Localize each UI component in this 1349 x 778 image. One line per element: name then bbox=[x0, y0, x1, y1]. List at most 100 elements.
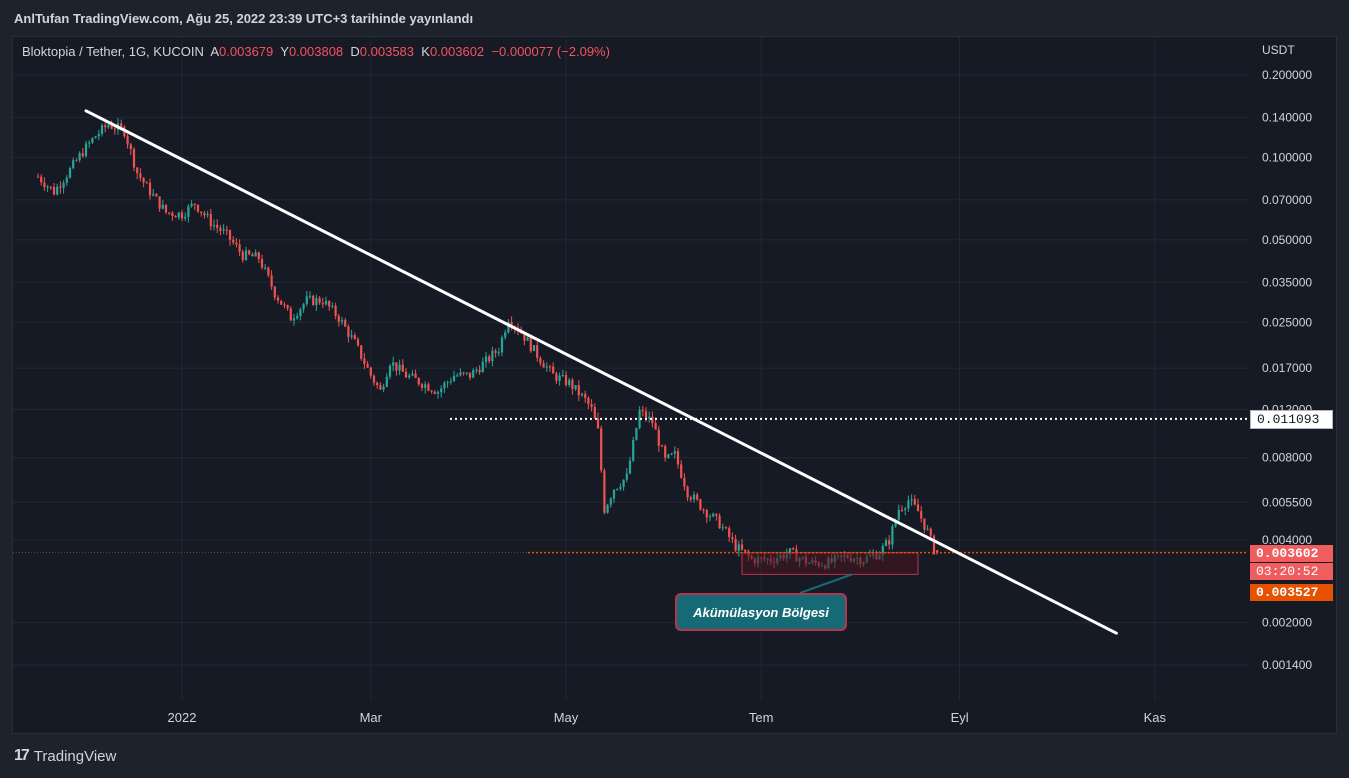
candle-body bbox=[731, 537, 734, 539]
candle-body bbox=[699, 499, 702, 510]
candle-body bbox=[936, 550, 939, 553]
candle-body bbox=[376, 382, 379, 386]
candle-body bbox=[254, 252, 257, 257]
tradingview-brand[interactable]: 17 TradingView bbox=[14, 744, 116, 768]
candle-body bbox=[737, 544, 740, 551]
candle-body bbox=[296, 315, 299, 319]
candle-body bbox=[75, 160, 78, 162]
candle-body bbox=[241, 251, 244, 260]
candle-body bbox=[436, 392, 440, 394]
candle-body bbox=[571, 379, 574, 390]
candle-body bbox=[107, 124, 110, 128]
candle-body bbox=[558, 375, 561, 381]
candle-body bbox=[452, 375, 456, 382]
candle-body bbox=[184, 216, 187, 219]
candle-body bbox=[84, 143, 88, 157]
candle-body bbox=[190, 203, 193, 207]
open-label: A bbox=[210, 44, 220, 59]
high-value: 0.003808 bbox=[288, 44, 344, 59]
candle-body bbox=[504, 332, 507, 338]
price-tick-label: 0.005500 bbox=[1262, 495, 1312, 509]
candle-body bbox=[920, 511, 923, 519]
price-tick-label: 0.017000 bbox=[1262, 361, 1312, 375]
countdown-tag: 03:20:52 bbox=[1250, 563, 1333, 580]
candle-body bbox=[657, 429, 660, 446]
candle-body bbox=[65, 177, 68, 183]
candle-body bbox=[584, 393, 587, 398]
low-label: D bbox=[350, 44, 360, 59]
candle-body bbox=[340, 320, 344, 322]
candle-body bbox=[120, 123, 123, 127]
candle-body bbox=[673, 451, 676, 454]
candle-body bbox=[526, 337, 529, 341]
candle-body bbox=[168, 212, 171, 214]
accumulation-callout[interactable]: Akümülasyon Bölgesi bbox=[675, 593, 847, 631]
candle-body bbox=[420, 384, 424, 388]
candle-body bbox=[552, 366, 555, 374]
candle-body bbox=[216, 224, 219, 228]
candle-body bbox=[545, 366, 548, 368]
callout-pointer bbox=[799, 573, 853, 594]
candle-body bbox=[692, 494, 696, 500]
candle-body bbox=[523, 333, 526, 341]
candle-body bbox=[900, 509, 904, 511]
symbol-legend: Bloktopia / Tether, 1G, KUCOIN A0.003679… bbox=[22, 44, 610, 59]
candle-body bbox=[424, 384, 427, 388]
candle-body bbox=[244, 250, 248, 260]
candle-body bbox=[91, 138, 94, 143]
prev-close-tag: 0.003527 bbox=[1250, 584, 1333, 601]
candle-body bbox=[136, 167, 139, 174]
chart-panel[interactable] bbox=[12, 36, 1337, 734]
time-tick-label: Tem bbox=[749, 710, 774, 725]
candle-body bbox=[654, 423, 657, 430]
candle-body bbox=[318, 298, 321, 304]
candle-body bbox=[462, 372, 465, 374]
drawings bbox=[13, 109, 1248, 635]
candle-body bbox=[497, 352, 500, 354]
publish-bar: AnlTufan TradingView.com, Ağu 25, 2022 2… bbox=[0, 0, 1349, 38]
symbol-name[interactable]: Bloktopia / Tether, 1G, KUCOIN bbox=[22, 44, 204, 59]
candle-body bbox=[174, 216, 177, 218]
candle-body bbox=[616, 488, 619, 490]
candle-body bbox=[180, 212, 184, 219]
candle-body bbox=[590, 404, 593, 407]
candle-body bbox=[148, 182, 152, 196]
candles bbox=[36, 117, 939, 570]
accumulation-zone bbox=[741, 552, 919, 575]
candle-body bbox=[494, 350, 497, 353]
candle-body bbox=[587, 397, 590, 405]
time-tick-label: 2022 bbox=[168, 710, 197, 725]
candle-body bbox=[929, 528, 932, 536]
candle-body bbox=[788, 548, 792, 555]
candle-body bbox=[683, 477, 686, 487]
candle-body bbox=[702, 509, 705, 511]
candle-body bbox=[536, 345, 539, 358]
candle-body bbox=[459, 372, 462, 376]
candle-body bbox=[539, 357, 542, 364]
time-tick-label: May bbox=[554, 710, 579, 725]
candle-body bbox=[532, 345, 536, 352]
candle-body bbox=[347, 326, 350, 337]
candle-body bbox=[913, 499, 916, 505]
candle-body bbox=[433, 391, 436, 394]
candle-body bbox=[475, 369, 478, 371]
candle-body bbox=[740, 544, 744, 550]
candle-body bbox=[478, 369, 481, 373]
candle-body bbox=[139, 173, 142, 178]
candle-body bbox=[718, 515, 721, 529]
candle-body bbox=[472, 370, 475, 378]
candle-body bbox=[542, 363, 545, 368]
candle-body bbox=[449, 381, 452, 383]
candle-body bbox=[113, 128, 116, 130]
candle-body bbox=[561, 375, 564, 377]
candle-body bbox=[923, 518, 926, 530]
candle-body bbox=[411, 373, 414, 376]
candle-body bbox=[398, 364, 401, 371]
currency-label: USDT bbox=[1262, 43, 1295, 57]
candle-body bbox=[724, 527, 728, 529]
price-tick-label: 0.025000 bbox=[1262, 315, 1312, 329]
candle-body bbox=[734, 538, 737, 551]
candle-body bbox=[43, 182, 46, 188]
candle-body bbox=[574, 385, 577, 390]
